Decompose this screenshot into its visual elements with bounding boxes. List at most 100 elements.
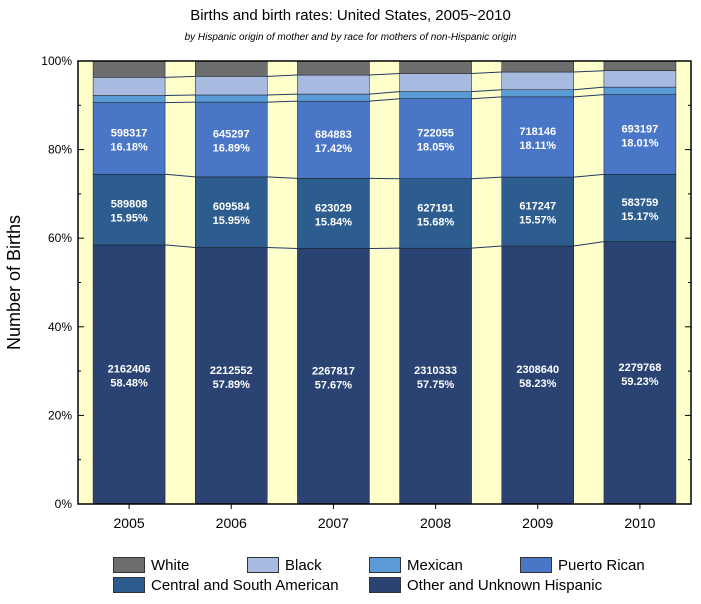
connector-line — [165, 94, 196, 97]
data-label-count: 722055 — [417, 128, 454, 140]
connector-line — [471, 89, 502, 93]
legend-swatch — [113, 557, 145, 573]
bar-segment-puerto-rican-2009 — [501, 96, 574, 178]
legend-item-central-and-south-american: Central and South American — [113, 576, 339, 594]
connector-line — [165, 173, 196, 178]
y-tick-label: 0% — [55, 497, 73, 511]
connector-line — [573, 94, 604, 98]
legend-swatch — [369, 577, 401, 593]
data-label-percent: 16.18% — [110, 141, 148, 153]
data-label-percent: 58.23% — [519, 378, 557, 390]
bar-segment-white-2008 — [399, 60, 472, 74]
bar-segment-other-and-unknown-hispanic-2010 — [603, 241, 677, 505]
bar-segment-black-2008 — [399, 73, 472, 92]
data-label-percent: 15.17% — [621, 211, 659, 223]
data-label-percent: 15.95% — [110, 213, 148, 225]
connector-line — [573, 173, 604, 178]
bar-segment-other-and-unknown-hispanic-2008 — [399, 247, 472, 505]
bar-segment-mexican-2005 — [92, 95, 166, 103]
connector-line — [267, 100, 298, 103]
data-label-percent: 15.68% — [417, 216, 455, 228]
bar-segment-white-2006 — [195, 60, 268, 77]
y-tick-label: 60% — [48, 231, 72, 245]
connector-line — [471, 245, 502, 249]
bar-segment-other-and-unknown-hispanic-2005 — [92, 244, 166, 505]
x-tick-label: 2008 — [420, 515, 451, 531]
bar-segment-white-2010 — [603, 60, 677, 71]
connector-line — [573, 86, 604, 91]
bar-segment-white-2005 — [92, 60, 166, 78]
connector-line — [573, 241, 604, 247]
data-label-percent: 18.01% — [621, 138, 659, 150]
data-label-count: 2162406 — [108, 363, 151, 375]
data-label-count: 589808 — [111, 199, 148, 211]
connector-line — [267, 93, 298, 96]
data-label-percent: 15.95% — [213, 215, 251, 227]
connector-line — [573, 70, 604, 73]
bar-segment-white-2009 — [501, 60, 574, 73]
y-tick-label: 20% — [48, 408, 72, 422]
data-label-count: 627191 — [417, 202, 454, 214]
legend-label: Other and Unknown Hispanic — [407, 576, 603, 594]
bar-segment-puerto-rican-2008 — [399, 98, 472, 179]
legend-item-black: Black — [247, 556, 322, 574]
y-axis-label: Number of Births — [4, 215, 24, 350]
bar-segment-central-and-south-american-2006 — [195, 176, 268, 248]
data-label-percent: 18.05% — [417, 142, 455, 154]
bar-segment-puerto-rican-2010 — [603, 94, 677, 175]
connector-line — [267, 247, 298, 250]
chart-subtitle: by Hispanic origin of mother and by race… — [184, 32, 517, 43]
chart-title: Births and birth rates: United States, 2… — [190, 7, 511, 24]
data-label-count: 693197 — [622, 124, 659, 136]
connector-line — [267, 74, 298, 77]
bar-segment-other-and-unknown-hispanic-2009 — [501, 245, 574, 505]
connector-line — [471, 96, 502, 100]
connector-line — [471, 176, 502, 180]
bar-segment-mexican-2010 — [603, 86, 677, 95]
x-tick-label: 2009 — [522, 515, 553, 531]
data-label-percent: 57.89% — [213, 379, 251, 391]
bar-segment-other-and-unknown-hispanic-2007 — [297, 248, 370, 505]
bar-segment-central-and-south-american-2007 — [297, 178, 370, 249]
data-label-count: 2310333 — [414, 365, 457, 377]
data-label-percent: 57.67% — [315, 379, 353, 391]
data-label-percent: 15.84% — [315, 216, 353, 228]
legend-swatch — [520, 557, 552, 573]
bar-segment-mexican-2008 — [399, 91, 472, 99]
bar-segment-other-and-unknown-hispanic-2006 — [195, 247, 268, 505]
y-axis: 0% 20% 40% 60% 80% 100% — [41, 54, 691, 511]
legend-label: Puerto Rican — [558, 556, 645, 574]
legend-label: Black — [285, 556, 322, 574]
data-label-count: 2212552 — [210, 365, 253, 377]
legend-swatch — [369, 557, 401, 573]
data-label-percent: 16.89% — [213, 142, 251, 154]
bar-segment-central-and-south-american-2010 — [603, 174, 677, 242]
legend-item-other-and-unknown-hispanic: Other and Unknown Hispanic — [369, 576, 602, 594]
bar-layer — [92, 60, 677, 505]
connector-line — [471, 71, 502, 74]
legend-item-white: White — [113, 556, 189, 574]
bar-segment-white-2007 — [297, 60, 370, 76]
bar-segment-puerto-rican-2006 — [195, 101, 268, 178]
plot-background — [78, 61, 691, 504]
y-tick-label: 40% — [48, 320, 72, 334]
connector-line — [165, 101, 196, 104]
data-label-count: 598317 — [111, 127, 148, 139]
data-label-percent: 15.57% — [519, 215, 557, 227]
legend-swatch — [247, 557, 279, 573]
x-axis: 2005 2006 2007 2008 2009 2010 — [114, 504, 656, 531]
data-label-percent: 58.48% — [110, 377, 148, 389]
connector-line — [369, 98, 400, 102]
legend-label: Mexican — [407, 556, 463, 574]
bar-segment-puerto-rican-2005 — [92, 102, 166, 175]
data-label-percent: 17.42% — [315, 143, 353, 155]
data-label-count: 609584 — [213, 201, 251, 213]
y-tick-label: 100% — [41, 54, 72, 68]
connector-line — [369, 91, 400, 95]
x-tick-label: 2005 — [114, 515, 145, 531]
connector-line — [165, 244, 196, 249]
data-label-count: 684883 — [315, 129, 352, 141]
data-label-count: 583759 — [622, 197, 659, 209]
data-label-percent: 57.75% — [417, 379, 455, 391]
